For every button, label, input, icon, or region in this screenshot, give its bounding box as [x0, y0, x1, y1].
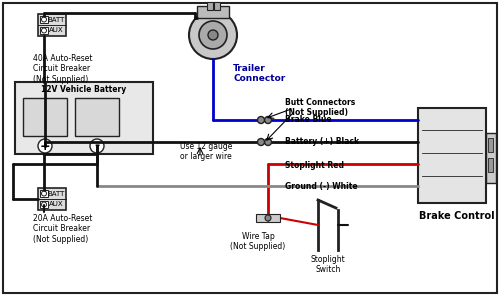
Text: 40A Auto-Reset
Circuit Breaker
(Not Supplied): 40A Auto-Reset Circuit Breaker (Not Supp… [33, 54, 92, 84]
Bar [197, 6, 229, 18]
Bar [38, 14, 66, 36]
Circle shape [208, 30, 218, 40]
Text: -: - [94, 139, 100, 152]
Text: AUX: AUX [48, 28, 64, 33]
Text: Ground (-) White: Ground (-) White [285, 181, 358, 191]
Circle shape [42, 202, 46, 207]
Circle shape [264, 139, 272, 146]
Bar [214, 2, 220, 10]
Bar [488, 158, 493, 172]
Text: Brake Blue: Brake Blue [285, 115, 332, 123]
Text: BATT: BATT [48, 191, 64, 197]
Bar [23, 98, 67, 136]
Circle shape [258, 139, 264, 146]
Text: +: + [40, 139, 50, 152]
Bar [256, 214, 268, 222]
Text: Use 12 gauge
or larger wire: Use 12 gauge or larger wire [180, 142, 233, 161]
Circle shape [42, 28, 46, 33]
Text: BATT: BATT [48, 17, 64, 22]
Text: Stoplight
Switch: Stoplight Switch [310, 255, 346, 274]
Bar [268, 214, 280, 222]
Text: Battery (+) Black: Battery (+) Black [285, 138, 359, 147]
Text: Brake Control: Brake Control [419, 211, 495, 221]
Circle shape [42, 17, 46, 22]
Text: Butt Connectors
(Not Supplied): Butt Connectors (Not Supplied) [285, 98, 355, 118]
Bar [486, 133, 496, 183]
Text: AUX: AUX [48, 202, 64, 207]
Bar [418, 108, 486, 203]
Circle shape [199, 21, 227, 49]
Text: 12V Vehicle Battery: 12V Vehicle Battery [42, 86, 126, 94]
Bar [38, 188, 66, 210]
Bar [207, 2, 213, 10]
Text: Wire Tap
(Not Supplied): Wire Tap (Not Supplied) [230, 232, 285, 251]
Bar [75, 98, 119, 136]
Circle shape [265, 215, 271, 221]
Circle shape [258, 117, 264, 123]
Circle shape [42, 191, 46, 196]
Circle shape [189, 11, 237, 59]
Circle shape [264, 117, 272, 123]
Circle shape [38, 139, 52, 153]
Bar [40, 190, 48, 197]
Bar [488, 138, 493, 152]
Bar [40, 27, 48, 34]
Circle shape [90, 139, 104, 153]
Text: Stoplight Red: Stoplight Red [285, 160, 344, 170]
Text: 20A Auto-Reset
Circuit Breaker
(Not Supplied): 20A Auto-Reset Circuit Breaker (Not Supp… [33, 214, 92, 244]
Bar [15, 82, 153, 154]
Bar [40, 16, 48, 23]
Text: Trailer
Connector: Trailer Connector [233, 64, 285, 83]
Bar [40, 201, 48, 208]
